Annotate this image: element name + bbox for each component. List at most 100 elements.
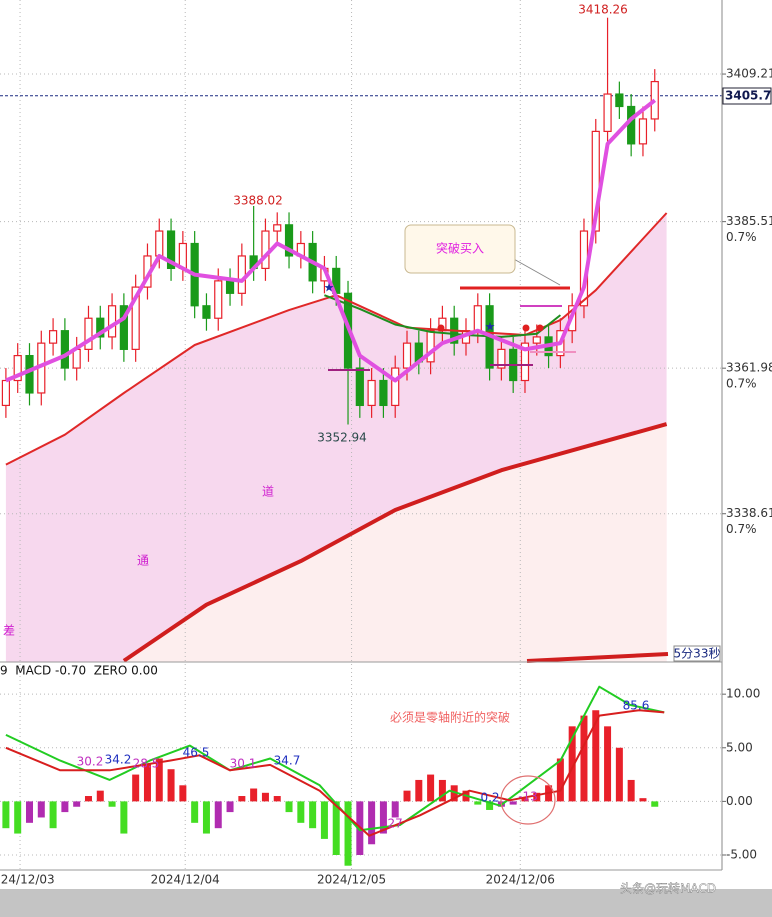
annotation: 3388.02 — [233, 194, 283, 208]
y-tick-label: 3409.21 — [726, 67, 772, 81]
candle-body — [426, 330, 435, 363]
macd-label: 85.6 — [623, 699, 650, 713]
macd-label: 30.2 — [77, 755, 104, 769]
y-tick-note: 0.7% — [726, 377, 757, 391]
macd-bar — [14, 801, 22, 834]
annotation: 道 — [262, 485, 274, 499]
macd-bar — [120, 801, 128, 834]
candle-body — [473, 305, 482, 332]
macd-label: 28.5 — [133, 757, 160, 771]
timer: 5分33秒 — [674, 647, 721, 661]
y-tick-label: 3385.51 — [726, 214, 772, 228]
mark-layer — [1, 17, 668, 866]
macd-bar — [533, 792, 541, 802]
macd-bar — [167, 769, 175, 802]
macd-bar — [25, 801, 33, 823]
candle-body — [178, 242, 187, 270]
band-area — [123, 424, 667, 662]
macd-label: 46.5 — [183, 746, 210, 760]
macd-bar — [368, 801, 376, 845]
candle-body — [273, 224, 282, 232]
y-tick-label: -5.00 — [726, 847, 757, 861]
candle-body — [72, 348, 81, 369]
macd-bar — [226, 801, 234, 813]
candle-body — [155, 230, 164, 257]
candle-body — [367, 379, 376, 407]
last-price-label: 3405.72 — [725, 88, 772, 102]
macd-bar — [627, 779, 635, 802]
macd-bar — [309, 801, 317, 829]
macd-bar — [651, 801, 659, 807]
candle-body — [638, 118, 648, 145]
callout-text: 突破买入 — [436, 241, 484, 256]
candle-body — [532, 336, 541, 344]
macd-bar — [2, 801, 10, 829]
callout-pointer — [511, 257, 561, 286]
macd-bar — [332, 801, 340, 855]
macd-bar — [191, 801, 199, 823]
macd-label: 34.2 — [105, 753, 132, 767]
macd-label: 0.2 — [480, 791, 499, 805]
macd-bar — [604, 726, 612, 802]
macd-bar — [320, 801, 328, 839]
macd-bar — [379, 801, 387, 834]
macd-bar — [297, 801, 305, 823]
macd-bar — [568, 726, 576, 802]
x-tick-label: 2024/12/03 — [0, 873, 55, 887]
macd-bar — [438, 779, 446, 802]
macd-bar — [37, 801, 45, 818]
indicator-line — [5, 98, 657, 383]
indicator-line — [5, 709, 665, 837]
macd-bar — [521, 798, 529, 802]
macd-bar — [391, 801, 399, 818]
macd-bar — [450, 785, 458, 802]
y-tick-label: 3338.61 — [726, 506, 772, 520]
dot-marker — [437, 324, 445, 332]
macd-label: 34.7 — [274, 754, 301, 768]
highlight-circle — [500, 775, 556, 825]
macd-bar — [273, 796, 281, 802]
dot-marker — [536, 324, 544, 332]
y-tick-label: 5.00 — [726, 740, 753, 754]
macd-bar — [509, 801, 517, 805]
macd-bar — [415, 779, 423, 802]
macd-bar — [108, 801, 116, 807]
macd-bar — [73, 801, 81, 807]
indicator-line — [122, 422, 668, 663]
candle-body — [603, 93, 612, 133]
candle-body — [60, 330, 69, 369]
macd-bar — [474, 801, 482, 805]
macd-bar — [179, 785, 187, 802]
candle-body — [25, 354, 34, 394]
candle-body — [497, 348, 506, 369]
macd-bar — [592, 710, 600, 802]
annotation: 3418.26 — [578, 3, 628, 17]
candle-body — [261, 230, 270, 270]
candle-body — [520, 342, 530, 382]
star-marker: ★ — [324, 281, 335, 295]
annotation: 3352.94 — [317, 431, 367, 445]
macd-bar — [427, 774, 435, 802]
macd-bar — [238, 796, 246, 802]
level-line — [526, 652, 669, 663]
candle-body — [84, 317, 93, 350]
macd-bar — [96, 790, 104, 802]
macd-label: 30.1 — [230, 757, 257, 771]
macd-bar — [61, 801, 69, 813]
text-layer: 3409.21 3385.51 0.7% 3361.98 0.7% 3338.61 0.7%… — [0, 3, 772, 896]
macd-bar — [344, 801, 352, 866]
macd-label: -13 — [518, 790, 538, 804]
candle-body — [214, 280, 223, 319]
macd-bar — [49, 801, 57, 829]
timer-box — [673, 645, 721, 662]
macd-bar — [250, 788, 258, 802]
macd-bar — [486, 801, 494, 810]
candle-body — [96, 317, 105, 338]
candle-body — [391, 367, 400, 407]
candle-body — [402, 342, 412, 369]
x-tick-label: 2024/12/06 — [486, 873, 555, 887]
candle-body — [202, 305, 211, 319]
macd-bar — [556, 758, 564, 802]
macd-bar — [84, 796, 92, 802]
